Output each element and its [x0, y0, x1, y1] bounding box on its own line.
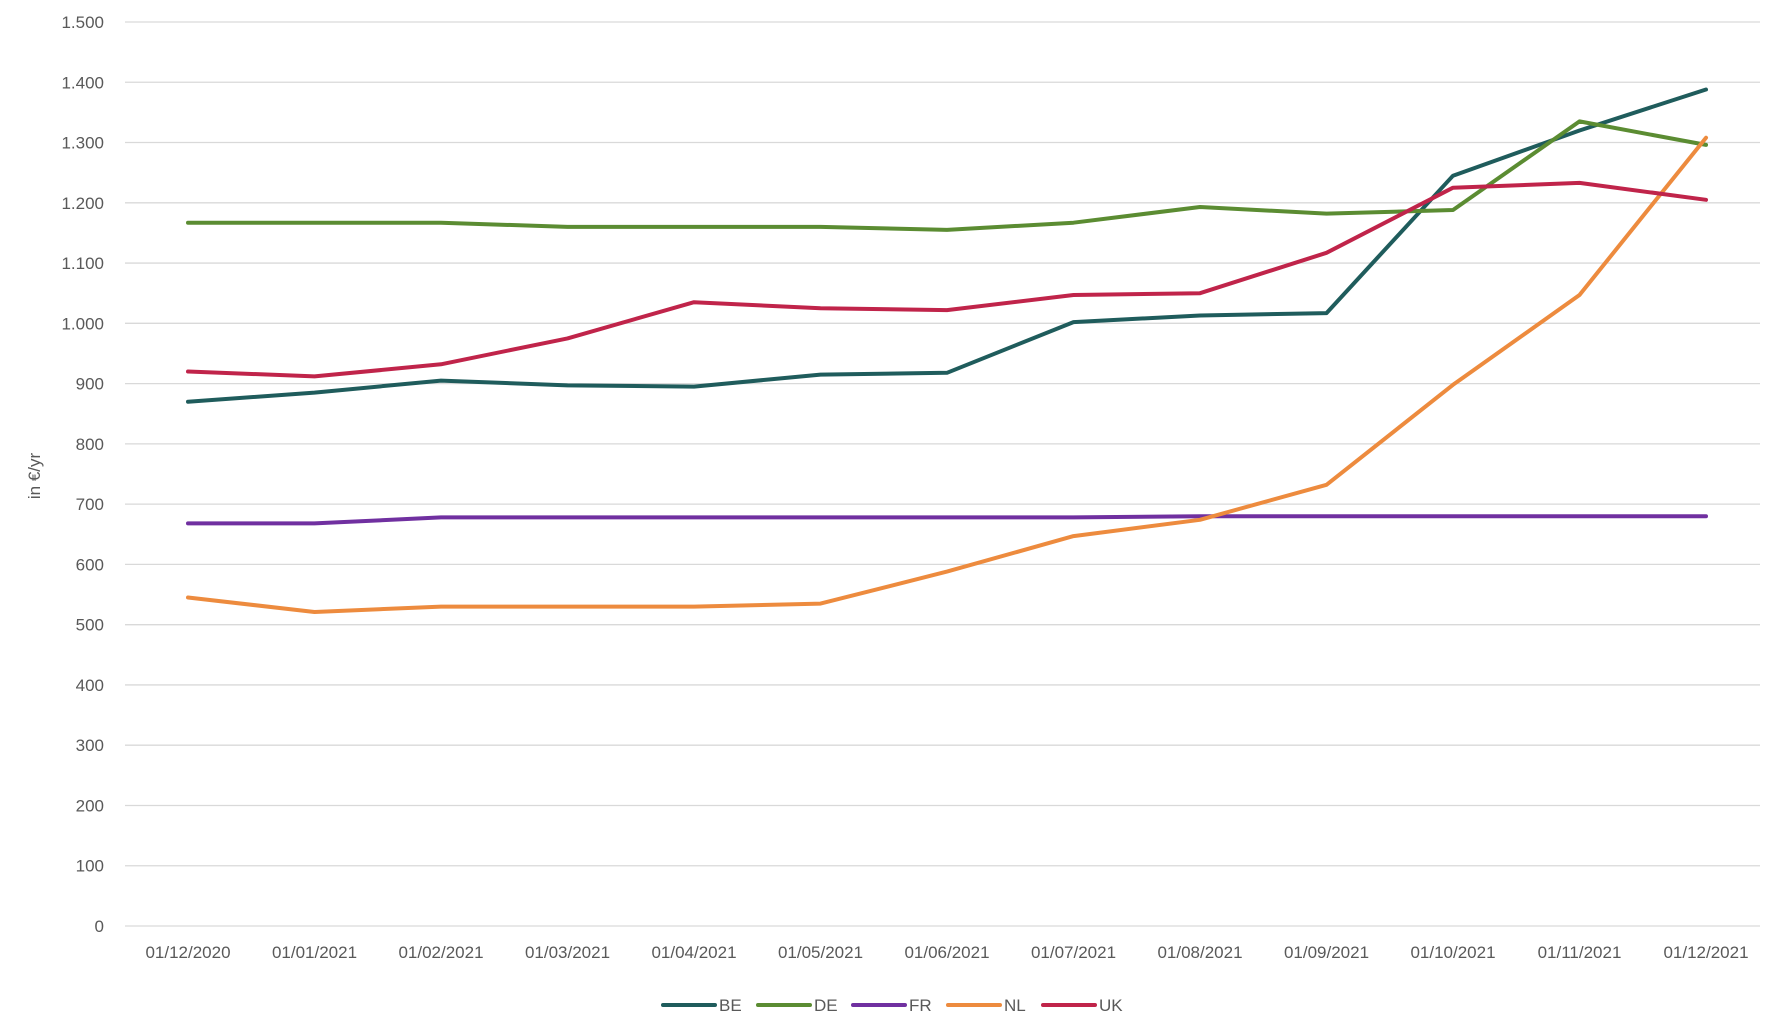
legend-label: DE: [814, 996, 838, 1015]
x-tick-label: 01/09/2021: [1284, 943, 1369, 962]
series-line-fr: [186, 514, 1708, 526]
y-tick-label: 0: [95, 917, 104, 936]
legend-label: NL: [1004, 996, 1026, 1015]
series-line-uk: [186, 180, 1708, 379]
y-axis-title: in €/yr: [25, 453, 44, 500]
x-tick-label: 01/03/2021: [525, 943, 610, 962]
gridlines: [125, 21, 1760, 927]
series-lines: [186, 87, 1708, 614]
y-tick-label: 1.300: [61, 134, 104, 153]
y-tick-label: 400: [76, 676, 104, 695]
y-tick-label: 600: [76, 555, 104, 574]
legend-item-fr: FR: [851, 996, 932, 1015]
y-tick-label: 1.400: [61, 73, 104, 92]
x-tick-label: 01/08/2021: [1157, 943, 1242, 962]
y-tick-label: 300: [76, 736, 104, 755]
legend: BE DE FR NL UK: [661, 996, 1123, 1015]
x-axis-tick-labels: 01/12/2020 01/01/2021 01/02/2021 01/03/2021…: [145, 943, 1748, 962]
x-tick-label: 01/10/2021: [1410, 943, 1495, 962]
x-tick-label: 01/02/2021: [398, 943, 483, 962]
series-line-be: [186, 87, 1708, 404]
x-tick-label: 01/07/2021: [1031, 943, 1116, 962]
legend-label: UK: [1099, 996, 1123, 1015]
x-tick-label: 01/11/2021: [1538, 943, 1622, 962]
y-tick-label: 800: [76, 435, 104, 454]
series-line-nl: [186, 135, 1708, 614]
y-tick-label: 700: [76, 495, 104, 514]
y-tick-label: 1.500: [61, 13, 104, 32]
legend-label: FR: [909, 996, 932, 1015]
legend-item-uk: UK: [1041, 996, 1123, 1015]
y-axis-tick-labels: 0 100 200 300 400 500 600 700 800 900 1.000 1.100 1.…: [61, 13, 104, 936]
y-tick-label: 1.100: [61, 254, 104, 273]
x-tick-label: 01/04/2021: [651, 943, 736, 962]
y-tick-label: 500: [76, 616, 104, 635]
x-tick-label: 01/01/2021: [272, 943, 357, 962]
legend-item-be: BE: [661, 996, 742, 1015]
x-tick-label: 01/05/2021: [778, 943, 863, 962]
y-tick-label: 1.000: [61, 314, 104, 333]
legend-item-de: DE: [756, 996, 838, 1015]
legend-item-nl: NL: [946, 996, 1026, 1015]
x-tick-label: 01/12/2020: [145, 943, 230, 962]
x-tick-label: 01/12/2021: [1663, 943, 1748, 962]
y-tick-label: 1.200: [61, 194, 104, 213]
y-tick-label: 900: [76, 375, 104, 394]
y-tick-label: 200: [76, 796, 104, 815]
series-line-de: [186, 119, 1708, 232]
x-tick-label: 01/06/2021: [904, 943, 989, 962]
legend-label: BE: [719, 996, 742, 1015]
y-tick-label: 100: [76, 857, 104, 876]
